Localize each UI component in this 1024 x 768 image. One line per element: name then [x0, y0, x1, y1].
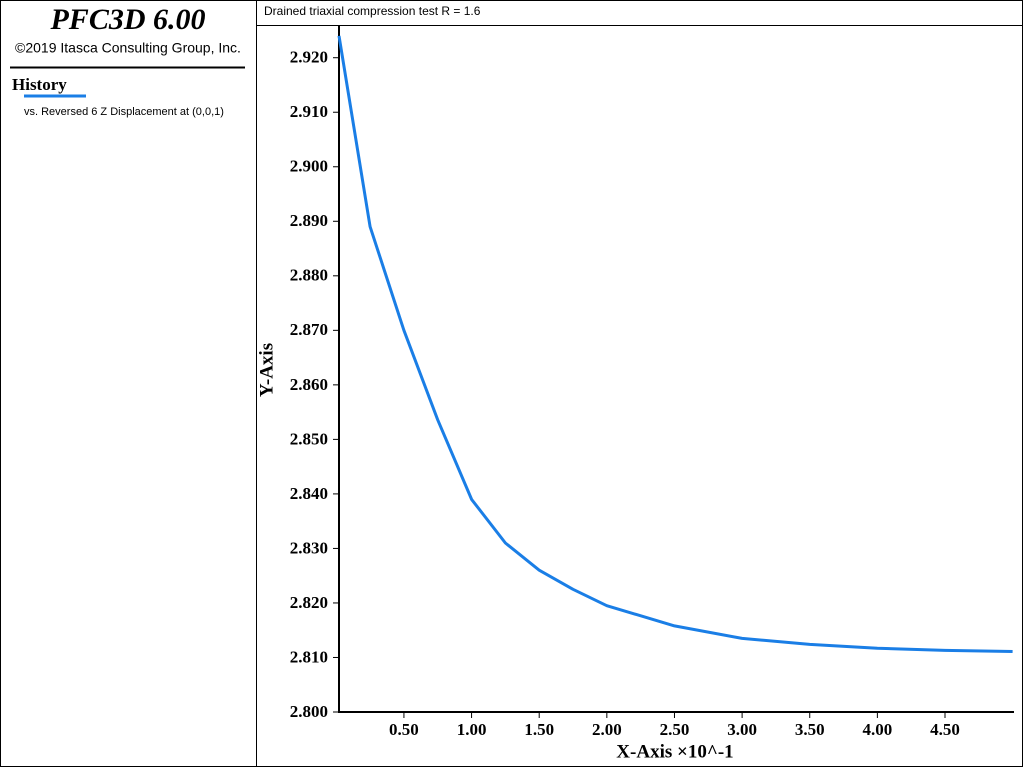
- x-tick-label: 3.00: [727, 720, 757, 739]
- x-tick-label: 0.50: [389, 720, 419, 739]
- y-tick-label: 2.850: [290, 429, 328, 448]
- x-tick-label: 2.50: [660, 720, 690, 739]
- data-line: [337, 35, 1013, 653]
- y-tick-label: 2.880: [290, 266, 328, 285]
- copyright: ©2019 Itasca Consulting Group, Inc.: [15, 40, 241, 56]
- y-tick-label: 2.900: [290, 157, 328, 176]
- y-axis-label: Y-Axis: [256, 343, 277, 397]
- y-tick-label: 2.860: [290, 375, 328, 394]
- chart-title: Drained triaxial compression test R = 1.…: [264, 4, 481, 18]
- y-tick-label: 2.910: [290, 102, 328, 121]
- x-tick-label: 4.00: [863, 720, 893, 739]
- y-tick-label: 2.870: [290, 320, 328, 339]
- x-tick-label: 3.50: [795, 720, 825, 739]
- app-name: PFC3D 6.00: [49, 3, 205, 36]
- legend-entry: vs. Reversed 6 Z Displacement at (0,0,1): [24, 106, 224, 118]
- x-tick-label: 4.50: [930, 720, 960, 739]
- x-axis-label: X-Axis ×10^-1: [616, 741, 733, 762]
- x-tick-label: 1.50: [524, 720, 554, 739]
- y-tick-label: 2.920: [290, 48, 328, 67]
- y-tick-label: 2.890: [290, 211, 328, 230]
- x-tick-label: 1.00: [457, 720, 487, 739]
- legend-title: History: [12, 75, 67, 94]
- y-tick-label: 2.820: [290, 593, 328, 612]
- y-tick-label: 2.810: [290, 647, 328, 666]
- x-tick-label: 2.00: [592, 720, 622, 739]
- y-tick-label: 2.840: [290, 484, 328, 503]
- y-tick-label: 2.800: [290, 702, 328, 721]
- y-tick-label: 2.830: [290, 538, 328, 557]
